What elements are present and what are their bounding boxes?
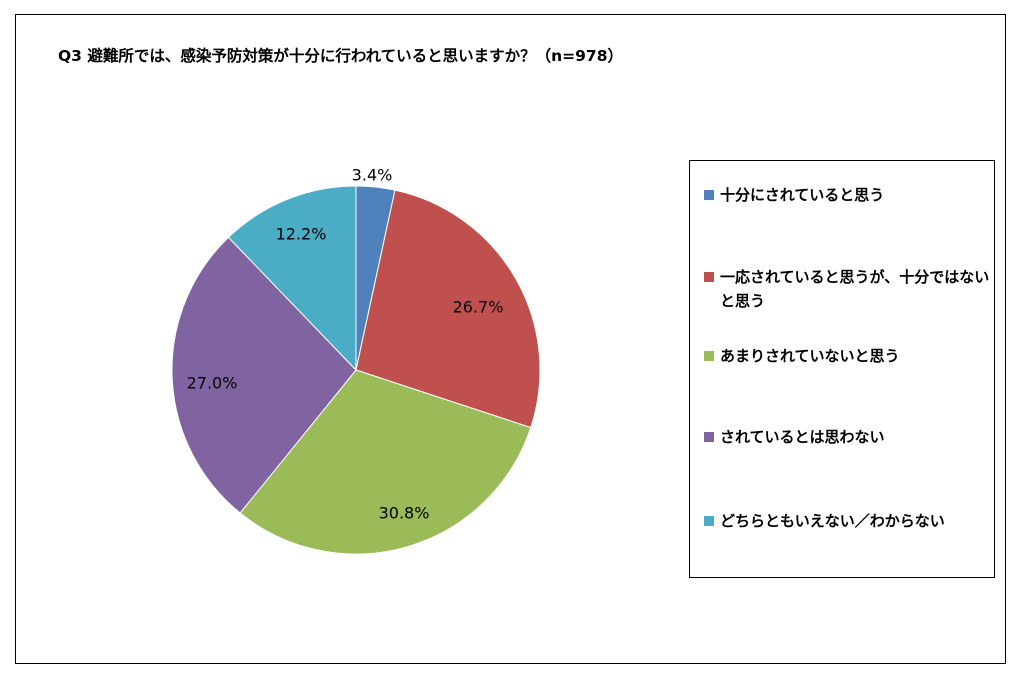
- legend-item-not-at-all: されているとは思わない: [704, 425, 1000, 449]
- legend-item-dont-know: どちらともいえない／わからない: [704, 509, 1000, 533]
- legend-swatch-not-much: [704, 351, 714, 361]
- legend-label-not-much: あまりされていないと思う: [720, 347, 900, 365]
- legend-item-not-much: あまりされていないと思う: [704, 344, 1000, 368]
- legend-label-somewhat: 一応されていると思うが、十分ではないと思う: [720, 268, 990, 310]
- legend-swatch-not-at-all: [704, 432, 714, 442]
- data-label-not-much: 30.8%: [379, 504, 430, 523]
- pie-slice-not-at-all: [171, 236, 357, 514]
- chart-title: Q3 避難所では、感染予防対策が十分に行われていると思いますか？（n=978）: [58, 47, 623, 65]
- data-label-dont-know: 12.2%: [276, 225, 327, 244]
- legend: 十分にされていると思う 一応されていると思うが、十分ではないと思う あまりされて…: [689, 160, 995, 578]
- data-label-somewhat: 26.7%: [453, 298, 504, 317]
- legend-swatch-fully: [704, 190, 714, 200]
- legend-label-dont-know: どちらともいえない／わからない: [720, 512, 945, 530]
- legend-swatch-dont-know: [704, 516, 714, 526]
- data-label-not-at-all: 27.0%: [187, 374, 238, 393]
- data-label-fully: 3.4%: [352, 166, 393, 185]
- legend-item-somewhat: 一応されていると思うが、十分ではないと思う: [704, 265, 1000, 313]
- pie-slice-dont-know: [227, 185, 357, 372]
- legend-label-not-at-all: されているとは思わない: [720, 428, 885, 446]
- pie-slice-somewhat: [355, 189, 541, 429]
- legend-label-fully: 十分にされていると思う: [720, 186, 885, 204]
- pie-slice-not-much: [239, 369, 532, 555]
- legend-swatch-somewhat: [704, 272, 714, 282]
- legend-item-fully: 十分にされていると思う: [704, 183, 1000, 207]
